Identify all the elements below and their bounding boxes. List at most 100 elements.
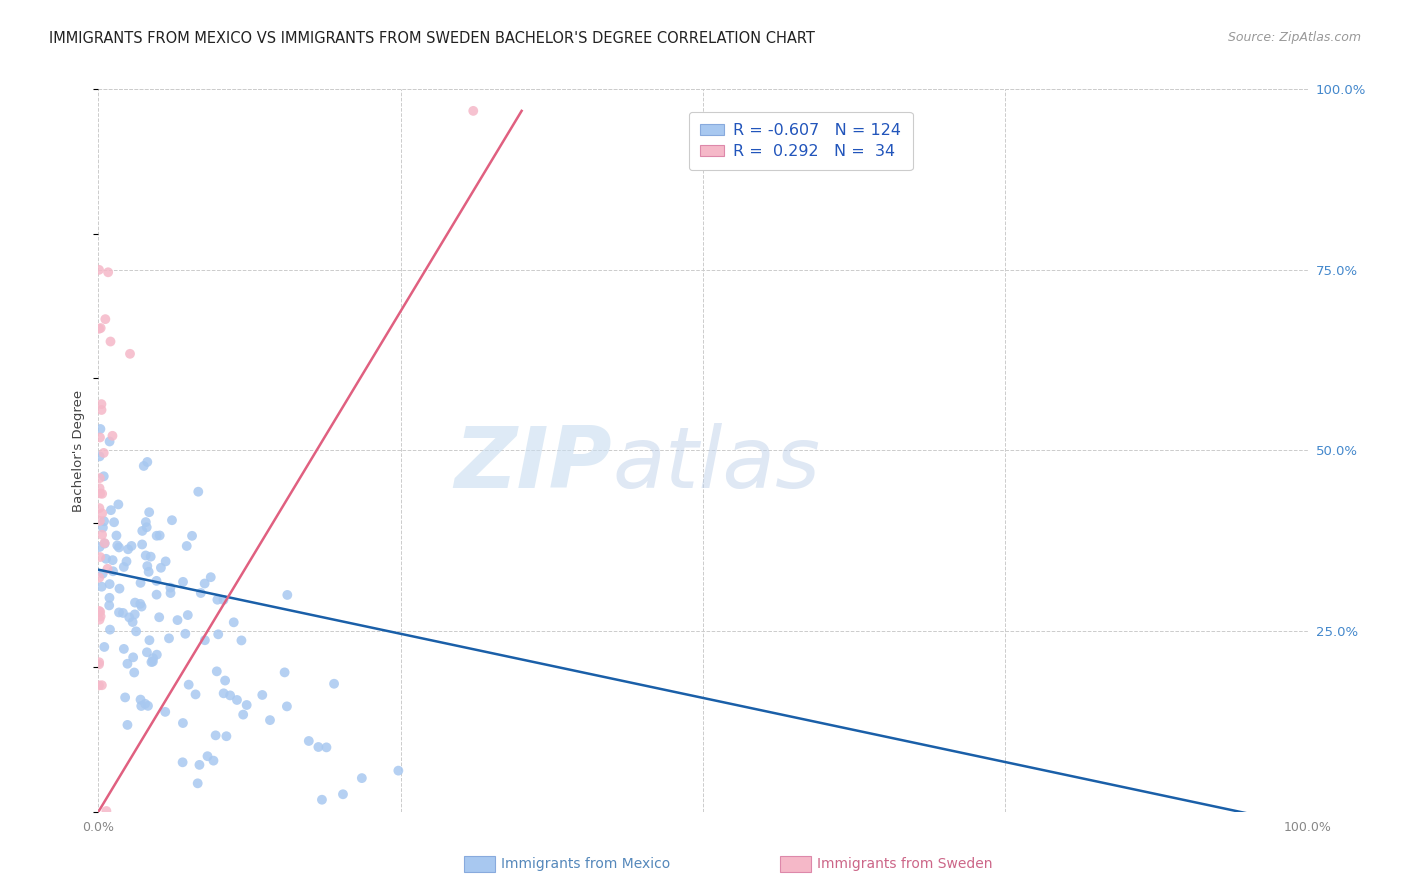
Point [89,605,111,619]
Point [235,698,257,712]
Point [98,577,121,591]
Point [108,606,131,620]
Point [121,539,143,553]
Point [89,481,111,495]
Point [87,678,110,692]
Point [145,529,167,543]
Point [194,633,217,648]
Point [187,776,209,790]
Point [122,650,145,665]
Point [204,728,226,742]
Point [138,565,160,579]
Point [194,576,217,591]
Point [135,515,157,529]
Point [131,524,153,538]
Point [89,486,111,500]
Point [91,507,114,521]
Point [93,514,115,528]
Point [115,554,138,568]
Point [124,596,146,610]
Point [276,699,298,714]
Point [207,592,229,607]
Point [98,623,121,637]
Point [98,599,121,613]
Point [232,707,254,722]
Point [90,397,112,411]
Point [212,686,235,700]
Point [159,586,181,600]
Point [90,609,112,624]
Point [226,693,249,707]
Point [184,687,207,701]
Point [252,688,274,702]
Point [205,665,228,679]
Point [93,446,115,460]
Point [155,705,177,719]
Point [141,655,163,669]
Point [89,570,111,584]
Point [172,574,194,589]
Point [93,469,115,483]
Point [136,455,159,469]
Point [91,520,114,534]
Point [98,434,121,449]
Point [125,624,148,639]
Point [207,627,229,641]
Point [89,450,111,464]
Point [145,574,167,588]
Point [87,657,110,672]
Point [145,588,167,602]
Point [307,739,329,754]
Point [87,322,110,336]
Point [131,599,153,614]
Point [149,528,172,542]
Point [190,586,212,600]
Point [132,458,155,473]
Point [298,734,321,748]
Point [181,529,204,543]
Point [90,403,112,417]
Point [89,501,111,516]
Point [129,575,152,590]
Point [276,588,298,602]
Point [187,484,209,499]
Point [94,551,117,566]
Point [387,764,409,778]
Point [129,698,152,713]
Point [177,608,200,623]
Point [105,538,128,552]
Text: atlas: atlas [613,424,820,507]
Point [202,754,225,768]
Point [197,749,219,764]
Point [172,756,194,770]
Point [188,757,211,772]
Point [148,610,170,624]
Point [91,487,114,501]
Point [103,515,125,529]
Point [96,562,118,576]
Point [135,520,157,534]
Point [118,610,141,624]
Point [136,698,159,713]
Point [89,430,111,444]
Point [135,549,157,563]
Point [311,793,333,807]
Point [97,265,120,279]
Point [89,655,111,669]
Point [101,553,124,567]
Point [259,713,281,727]
Point [122,665,145,680]
Text: Immigrants from Mexico: Immigrants from Mexico [501,857,669,871]
Point [90,580,112,594]
Point [176,539,198,553]
Point [222,615,245,630]
Point [155,554,177,568]
Text: IMMIGRANTS FROM MEXICO VS IMMIGRANTS FROM SWEDEN BACHELOR'S DEGREE CORRELATION C: IMMIGRANTS FROM MEXICO VS IMMIGRANTS FRO… [49,31,815,46]
Point [89,422,111,436]
Point [138,633,160,648]
Y-axis label: Bachelor's Degree: Bachelor's Degree [72,390,86,511]
Point [89,549,111,564]
Point [332,787,354,801]
Point [90,321,112,335]
Point [323,677,346,691]
